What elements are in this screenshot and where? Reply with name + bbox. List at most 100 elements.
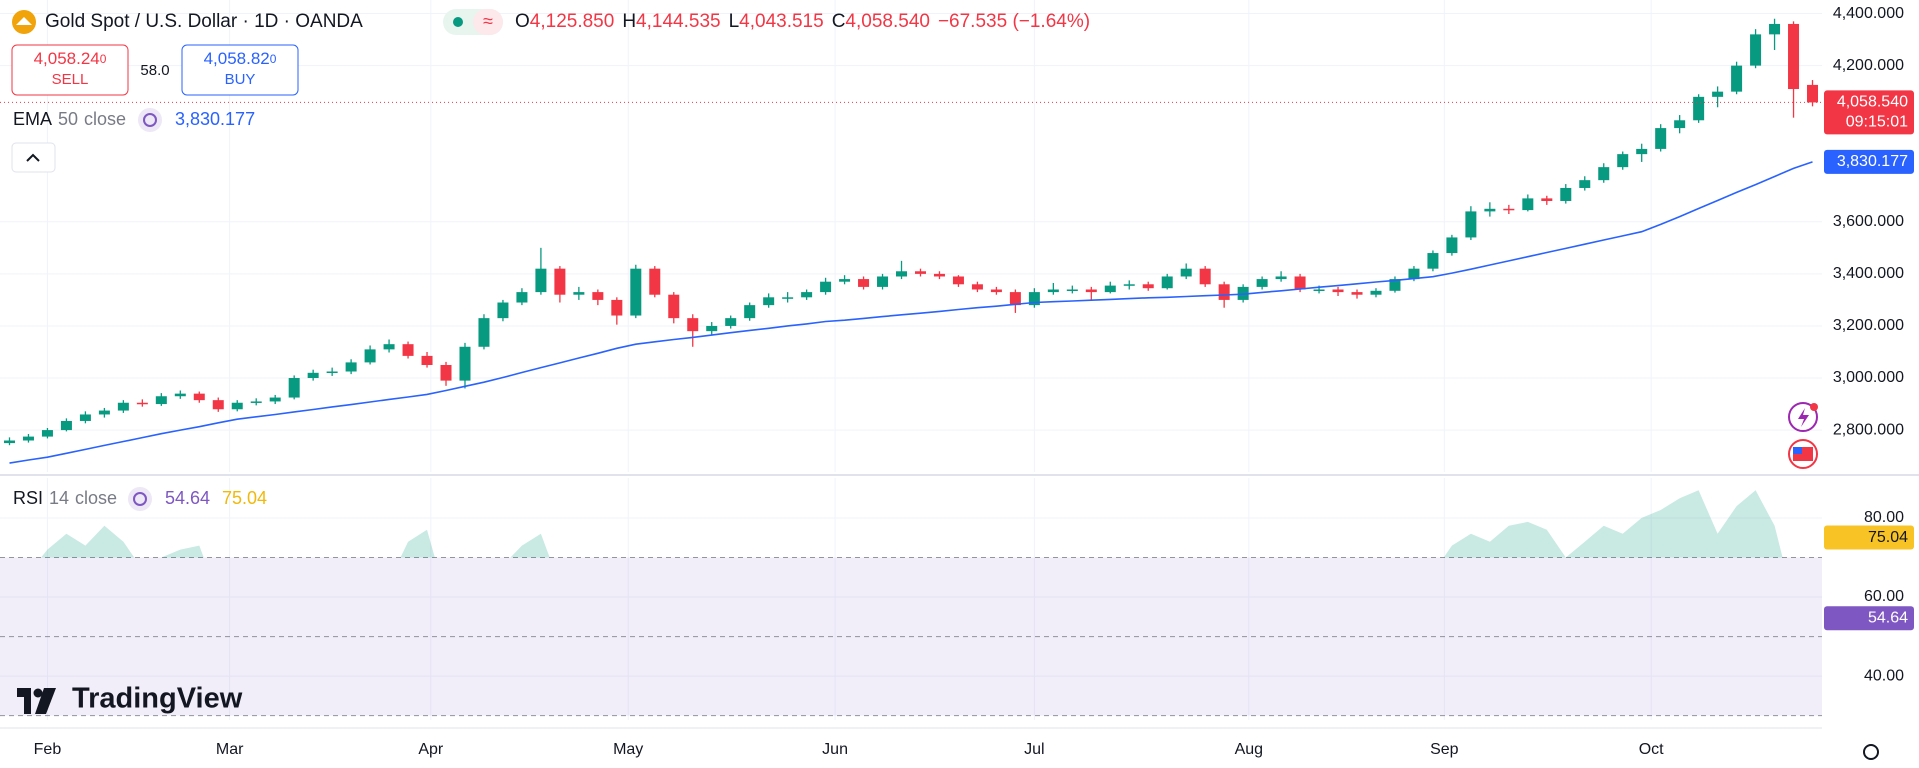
candle-body (1731, 65, 1743, 92)
candle-body (782, 297, 794, 299)
y-tick-label: 80.00 (1864, 509, 1904, 526)
y-tick-label: 4,200.000 (1833, 57, 1904, 74)
buy-price: 4,058.820 (204, 49, 277, 68)
rsi-legend[interactable]: RSI 14 close (13, 488, 117, 508)
sell-button[interactable] (11, 44, 129, 96)
sell-label: SELL (52, 71, 89, 88)
buy-price-main: 4,058.82 (204, 49, 270, 68)
candle-body (706, 325, 718, 332)
candle-body (1408, 268, 1420, 280)
price-tag-countdown: 09:15:01 (1846, 114, 1908, 131)
candle-body (1389, 279, 1401, 291)
sell-price-main: 4,058.24 (34, 49, 100, 68)
candle-body (98, 410, 110, 415)
x-tick-label: May (613, 741, 643, 758)
l-label: L (729, 11, 740, 32)
candle-body (3, 440, 15, 444)
candle-body (1503, 208, 1515, 211)
candle-body (896, 271, 908, 277)
candle-body (839, 279, 851, 282)
rsi-ma-value: 75.04 (222, 488, 267, 508)
ohlc-legend: O4,125.850 H4,144.535 L4,043.515 C4,058.540… (515, 11, 1090, 32)
rsi-value: 54.64 (165, 488, 210, 508)
y-tick-label: 3,400.000 (1833, 265, 1904, 282)
candle-body (1351, 292, 1363, 295)
candle-body (307, 372, 319, 379)
candle-body (649, 268, 661, 295)
candle-body (744, 305, 756, 319)
price-tag-label: 3,830.177 (1837, 153, 1908, 170)
candle-body (630, 268, 642, 316)
candle-body (1370, 290, 1382, 295)
x-tick-label: Apr (418, 741, 444, 758)
logo-part (35, 688, 56, 714)
candle-body (421, 355, 433, 365)
candle-body (1465, 211, 1477, 238)
y-tick-label: 60.00 (1864, 588, 1904, 605)
ema-name: EMA (13, 109, 52, 129)
rsi-source: close (75, 488, 117, 508)
candle-body (402, 344, 414, 356)
sell-price-small: 0 (100, 52, 107, 66)
logo-part (24, 688, 31, 714)
ema-source: close (84, 109, 126, 129)
candle-body (60, 420, 72, 431)
y-tick-label: 3,600.000 (1833, 213, 1904, 230)
price-tag-label: 75.04 (1868, 529, 1908, 546)
candle-body (383, 344, 395, 350)
y-tick-label: 4,400.000 (1833, 5, 1904, 22)
y-tick-label: 3,200.000 (1833, 317, 1904, 334)
candle-body (1047, 289, 1059, 293)
candle-body (1655, 128, 1667, 149)
symbol-title[interactable]: Gold Spot / U.S. Dollar · 1D · OANDA (45, 11, 363, 32)
c-label: C (832, 11, 846, 32)
candle-body (288, 378, 300, 398)
settings-icon[interactable] (1863, 744, 1879, 760)
candle-body (1560, 187, 1572, 201)
ema-length: 50 (58, 109, 78, 129)
candle-body (554, 268, 566, 295)
marks-layer (0, 18, 1822, 558)
candle-body (22, 436, 34, 441)
buy-button[interactable] (181, 44, 299, 96)
candle-body (193, 393, 205, 401)
candle-body (820, 281, 832, 293)
candle-body (212, 400, 224, 410)
candle-body (573, 292, 585, 295)
x-tick-label: Mar (216, 741, 244, 758)
price-tag (1824, 525, 1914, 550)
candle-body (1427, 253, 1439, 269)
change-value: −67.535 (−1.64%) (938, 11, 1090, 32)
candle-body (497, 302, 509, 319)
candle-body (1085, 289, 1097, 293)
price-tag (1824, 90, 1914, 135)
alert-glyph (1798, 408, 1809, 427)
x-tick-label: Jun (822, 741, 848, 758)
candle-body (1009, 292, 1021, 306)
ema-legend[interactable]: EMA 50 close (13, 109, 126, 129)
candle-body (1028, 292, 1040, 306)
ema-icon[interactable] (138, 108, 162, 132)
candle-body (1199, 268, 1211, 285)
rsi-length: 14 (49, 488, 69, 508)
collapse-button[interactable] (11, 142, 56, 173)
candle-body (174, 393, 186, 397)
price-tag (1824, 149, 1914, 174)
candle-body (1807, 84, 1819, 103)
h-label: H (622, 11, 636, 32)
candle-body (952, 276, 964, 285)
status-pill-half (473, 9, 503, 35)
spread: 58.0 (140, 62, 169, 79)
candle-body (1313, 289, 1325, 292)
price-tag-label: 4,058.540 (1837, 94, 1908, 111)
candle-body (1541, 198, 1553, 201)
collapse-icon (26, 153, 40, 162)
market-open-dot (453, 17, 463, 27)
candle-body (364, 349, 376, 363)
candle-body (269, 397, 281, 402)
candle-body (1484, 208, 1496, 212)
candle-body (1104, 285, 1116, 293)
rsi-icon[interactable] (128, 487, 152, 511)
brand-logo[interactable]: TradingView (17, 683, 243, 715)
